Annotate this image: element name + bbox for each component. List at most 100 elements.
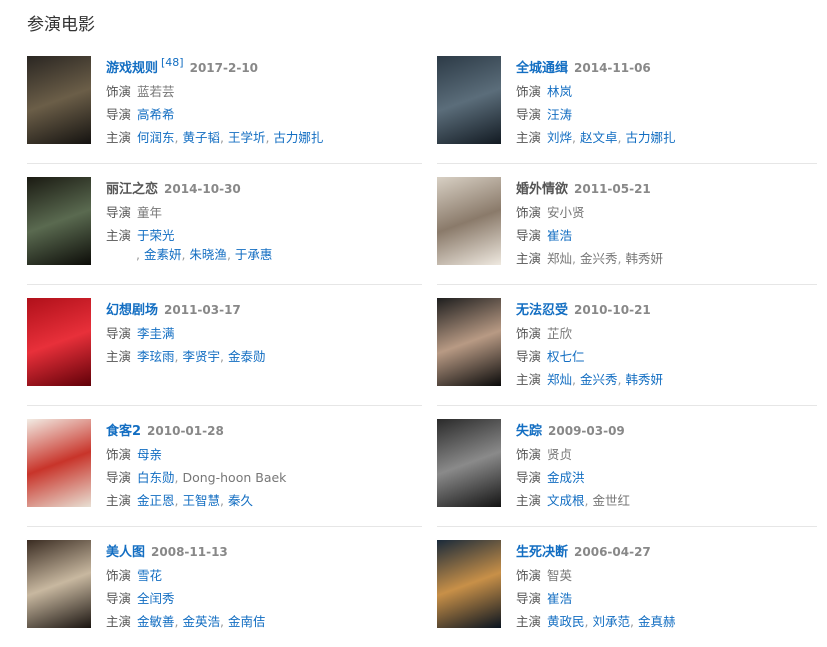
movie-item: 全城通缉 2014-11-06 饰演 林岚 导演 汪涛 主演 刘烨, 赵文卓, 古力娜扎 — [437, 56, 817, 156]
credit-label: 主演 — [516, 130, 542, 145]
movie-poster[interactable] — [27, 177, 91, 265]
movie-item: 幻想剧场 2011-03-17 导演 李圭满 主演 李玹雨, 李贤宇, 金泰勋 — [27, 298, 407, 398]
credit-label: 主演 — [516, 493, 542, 508]
movie-title[interactable]: 食客2 — [106, 424, 142, 439]
movie-poster[interactable] — [27, 419, 91, 507]
movie-info: 食客2 2010-01-28 饰演 母亲 导演 白东勋, Dong-hoon Baek 主演… — [106, 419, 286, 512]
movie-poster[interactable] — [437, 177, 501, 265]
movie-title[interactable]: 失踪 — [516, 424, 543, 439]
movie-title[interactable]: 幻想剧场 — [106, 303, 159, 318]
person-name[interactable]: 赵文卓 — [579, 130, 618, 145]
person-name[interactable]: 金素妍 — [143, 247, 182, 262]
movie-title-line: 生死决断 2006-04-27 — [516, 540, 675, 564]
person-name[interactable]: 金成洪 — [547, 470, 585, 485]
person-name[interactable]: 王智慧 — [182, 493, 220, 508]
person-name[interactable]: 白东勋 — [137, 470, 175, 485]
person-name[interactable]: 汪涛 — [547, 107, 573, 122]
person-name: 蓝若芸 — [137, 84, 175, 99]
person-name[interactable]: 郑灿 — [547, 372, 573, 387]
movie-poster[interactable] — [437, 56, 501, 144]
movie-title[interactable]: 无法忍受 — [516, 303, 569, 318]
movie-poster[interactable] — [27, 540, 91, 628]
credit-row: 主演 文成根, 金世红 — [516, 489, 630, 512]
person-name[interactable]: 崔浩 — [547, 228, 573, 243]
movie-info: 丽江之恋 2014-10-30 导演 童年 主演 于荣光, 金素妍, 朱晓渔, 于承惠 — [106, 177, 272, 263]
person-name[interactable]: 金敏善 — [137, 614, 175, 629]
movie-poster[interactable] — [437, 298, 501, 386]
person-name[interactable]: 秦久 — [227, 493, 253, 508]
credit-row: 饰演 母亲 — [106, 443, 286, 466]
credit-label: 主演 — [106, 614, 132, 629]
person-name[interactable]: 权七仁 — [547, 349, 585, 364]
person-name[interactable]: 古力娜扎 — [625, 130, 676, 145]
person-name[interactable]: 李圭满 — [137, 326, 175, 341]
person-name[interactable]: 李贤宇 — [182, 349, 220, 364]
citation-link[interactable]: [48] — [161, 56, 184, 69]
credit-label: 主演 — [106, 228, 132, 243]
release-date: 2014-10-30 — [164, 182, 241, 196]
person-name[interactable]: 金兴秀 — [579, 372, 618, 387]
movie-title: 丽江之恋 — [106, 182, 159, 197]
release-date: 2017-2-10 — [189, 61, 259, 75]
movie-info: 生死决断 2006-04-27 饰演 智英 导演 崔浩 主演 黄政民, 刘承范, 金真赫 — [516, 540, 675, 633]
person-name[interactable]: 刘承范 — [592, 614, 630, 629]
credit-label: 主演 — [106, 493, 132, 508]
person-name[interactable]: 文成根 — [547, 493, 585, 508]
credit-label: 饰演 — [106, 84, 132, 99]
separator: , — [220, 493, 228, 508]
movie-title-line: 美人图 2008-11-13 — [106, 540, 265, 564]
movie-title[interactable]: 美人图 — [106, 545, 146, 560]
credit-label: 主演 — [516, 251, 542, 266]
movie-poster[interactable] — [437, 419, 501, 507]
movie-title-line: 婚外情欲 2011-05-21 — [516, 177, 663, 201]
person-name[interactable]: 全闰秀 — [137, 591, 175, 606]
person-name[interactable]: 黄子韬 — [182, 130, 220, 145]
movie-title: 婚外情欲 — [516, 182, 569, 197]
person-name[interactable]: 王学圻 — [227, 130, 266, 145]
person-name: 芷欣 — [547, 326, 573, 341]
person-name[interactable]: 韩秀妍 — [625, 372, 663, 387]
movie-poster[interactable] — [437, 540, 501, 628]
person-name: 贤贞 — [547, 447, 573, 462]
release-date: 2009-03-09 — [548, 424, 625, 438]
movie-title[interactable]: 生死决断 — [516, 545, 569, 560]
person-name[interactable]: 何润东 — [137, 130, 175, 145]
person-name[interactable]: 李玹雨 — [137, 349, 175, 364]
person-name[interactable]: 于承惠 — [234, 247, 273, 262]
person-name[interactable]: 金南佶 — [227, 614, 266, 629]
section-heading: 参演电影 — [27, 15, 95, 35]
person-name[interactable]: 金正恩 — [137, 493, 175, 508]
person-name[interactable]: 古力娜扎 — [273, 130, 324, 145]
separator: , — [572, 372, 580, 387]
credit-row: 饰演 智英 — [516, 564, 675, 587]
credit-label: 导演 — [106, 470, 132, 485]
person-name[interactable]: 母亲 — [137, 447, 163, 462]
person-name: 金世红 — [592, 493, 630, 508]
credit-row: 主演 何润东, 黄子韬, 王学圻, 古力娜扎 — [106, 126, 323, 149]
movie-info: 无法忍受 2010-10-21 饰演 芷欣 导演 权七仁 主演 郑灿, 金兴秀, 韩秀妍 — [516, 298, 663, 391]
credit-row: 饰演 蓝若芸 — [106, 80, 323, 103]
movie-title[interactable]: 全城通缉 — [516, 61, 569, 76]
person-name: 韩秀妍 — [625, 251, 663, 266]
divider — [27, 163, 422, 164]
person-name[interactable]: 金英浩 — [182, 614, 220, 629]
person-name[interactable]: 于荣光 — [137, 228, 175, 243]
movie-poster[interactable] — [27, 298, 91, 386]
person-name[interactable]: 刘烨 — [547, 130, 573, 145]
person-name[interactable]: 金泰勋 — [227, 349, 266, 364]
release-date: 2008-11-13 — [151, 545, 228, 559]
person-name[interactable]: 朱晓渔 — [189, 247, 227, 262]
person-name[interactable]: 林岚 — [547, 84, 573, 99]
separator: , — [136, 247, 144, 262]
person-name[interactable]: 黄政民 — [547, 614, 585, 629]
separator: , — [265, 130, 274, 145]
movie-title-line: 无法忍受 2010-10-21 — [516, 298, 663, 322]
person-name[interactable]: 金真赫 — [637, 614, 676, 629]
person-name[interactable]: 崔浩 — [547, 591, 573, 606]
movie-poster[interactable] — [27, 56, 91, 144]
movie-title-line: 游戏规则 [48] 2017-2-10 — [106, 56, 323, 80]
person-name[interactable]: 雪花 — [137, 568, 163, 583]
movie-title[interactable]: 游戏规则 — [106, 61, 159, 76]
person-name[interactable]: 高希希 — [137, 107, 175, 122]
divider — [437, 163, 817, 164]
